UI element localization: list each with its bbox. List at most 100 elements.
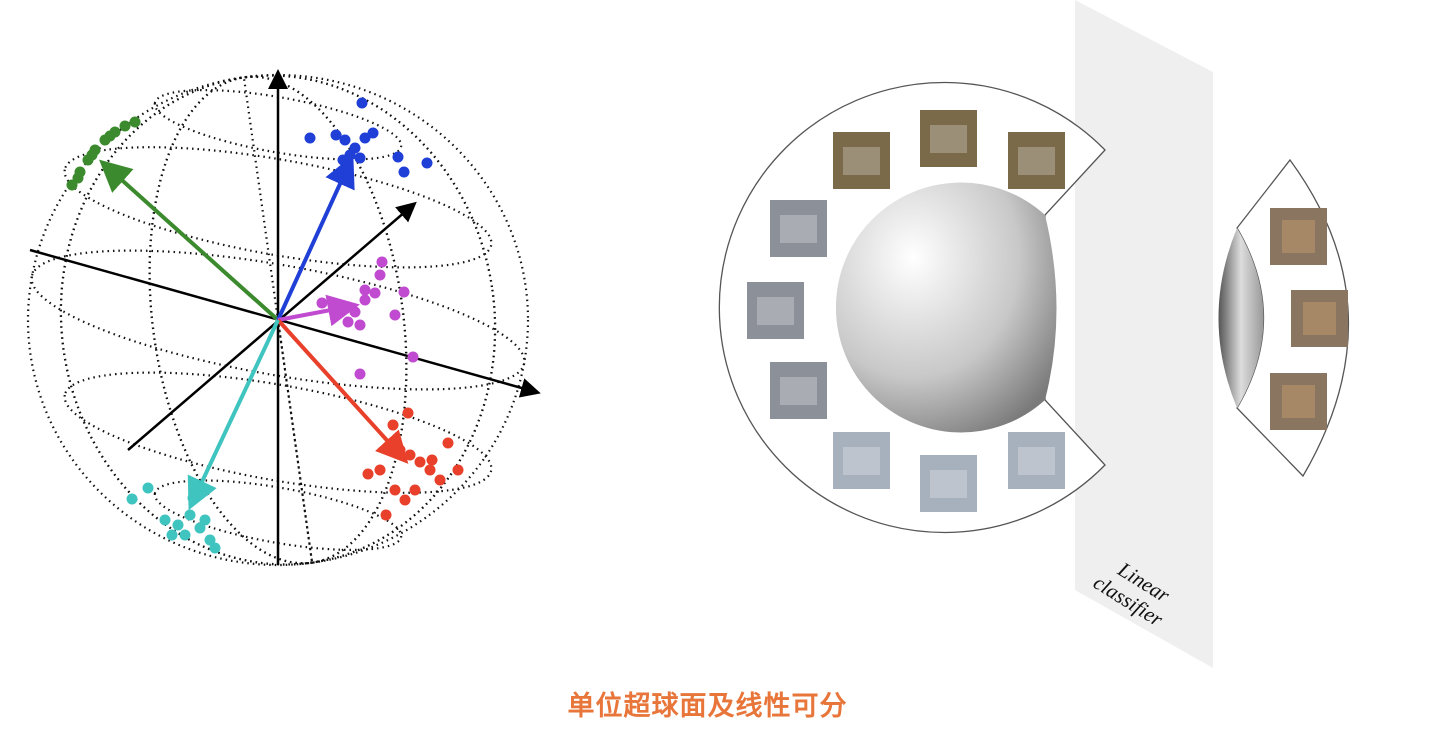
cyan-point xyxy=(142,482,154,494)
dog-image xyxy=(833,132,890,189)
cyan-point xyxy=(179,529,191,541)
dog-image-subject xyxy=(930,125,967,153)
unit-hypersphere xyxy=(835,182,1057,433)
cyan-point xyxy=(209,542,221,554)
blue-point xyxy=(342,162,354,174)
magenta-point xyxy=(354,368,366,380)
green-point xyxy=(86,149,98,161)
magenta-point xyxy=(369,287,381,299)
airplane-image xyxy=(920,455,977,512)
red-point xyxy=(414,456,426,468)
magenta-point xyxy=(376,256,388,268)
blue-point xyxy=(359,132,371,144)
cyan-point xyxy=(194,522,206,534)
green-point xyxy=(129,116,141,128)
blue-point xyxy=(337,154,349,166)
magenta-point xyxy=(354,319,366,331)
car-image-subject xyxy=(780,215,817,243)
airplane-image-subject xyxy=(930,470,967,498)
red-point xyxy=(426,454,438,466)
magenta-point xyxy=(374,269,386,281)
cyan-point xyxy=(204,534,216,546)
magenta-point xyxy=(359,284,371,296)
blue-point xyxy=(356,97,368,109)
blue-point xyxy=(421,157,433,169)
red-point xyxy=(404,449,416,461)
latitude-line xyxy=(153,88,403,161)
car-image-subject xyxy=(780,377,817,405)
red-point xyxy=(380,509,392,521)
cyan-vector xyxy=(187,319,280,511)
green-point xyxy=(104,130,116,142)
green-point xyxy=(72,172,84,184)
cyan-point xyxy=(126,493,138,505)
green-vector xyxy=(99,159,280,322)
magenta-point xyxy=(349,306,361,318)
red-point xyxy=(394,444,406,456)
blue-point xyxy=(304,132,316,144)
cyan-point xyxy=(172,519,184,531)
red-point xyxy=(409,484,421,496)
magenta-point xyxy=(327,298,339,310)
red-point xyxy=(362,468,374,480)
cat-image-subject xyxy=(1282,385,1315,418)
blue-point xyxy=(354,152,366,164)
car-image xyxy=(747,282,804,339)
blue-point xyxy=(367,127,379,139)
magenta-point xyxy=(407,351,419,363)
red-point xyxy=(374,464,386,476)
sphere-wireframe xyxy=(26,73,530,567)
linear-classifier-plane xyxy=(1075,0,1213,668)
cat-image xyxy=(1291,290,1348,347)
dog-image-subject xyxy=(1018,147,1055,175)
airplane-image-subject xyxy=(1018,447,1055,475)
blue-point xyxy=(330,129,342,141)
airplane-image xyxy=(833,432,890,489)
magenta-point xyxy=(359,294,371,306)
cyan-point xyxy=(184,509,196,521)
red-point xyxy=(389,484,401,496)
cyan-point xyxy=(166,529,178,541)
separated-cap xyxy=(1218,228,1264,408)
airplane-image xyxy=(1008,432,1065,489)
red-point xyxy=(387,419,399,431)
cyan-point xyxy=(199,514,211,526)
magenta-point xyxy=(398,286,410,298)
red-point xyxy=(452,464,464,476)
green-point xyxy=(119,120,131,132)
red-point xyxy=(442,437,454,449)
magenta-point xyxy=(389,309,401,321)
cat-image xyxy=(1270,373,1327,430)
blue-vector xyxy=(276,154,355,321)
airplane-image-subject xyxy=(843,447,880,475)
blue-point xyxy=(339,134,351,146)
red-point xyxy=(402,407,414,419)
red-vector xyxy=(276,318,409,464)
caption: 单位超球面及线性可分 xyxy=(567,691,848,722)
cat-image-subject xyxy=(1303,302,1336,335)
cat-image xyxy=(1270,208,1327,265)
magenta-point xyxy=(339,302,351,314)
blue-point xyxy=(398,166,410,178)
longitude-line xyxy=(59,74,497,566)
axis-depth xyxy=(127,201,417,451)
cat-image-subject xyxy=(1282,220,1315,253)
cyan-point xyxy=(187,492,199,504)
longitude-line xyxy=(148,75,408,565)
car-image-subject xyxy=(757,297,794,325)
dog-image xyxy=(920,110,977,167)
latitude-line xyxy=(153,479,403,552)
car-image xyxy=(770,200,827,257)
car-image xyxy=(770,362,827,419)
red-point xyxy=(399,494,411,506)
magenta-point xyxy=(342,316,354,328)
sphere-outline xyxy=(26,73,530,567)
red-point xyxy=(424,464,436,476)
magenta-point xyxy=(316,297,328,309)
blue-point xyxy=(392,151,404,163)
dog-image xyxy=(1008,132,1065,189)
cyan-point xyxy=(159,514,171,526)
red-point xyxy=(434,474,446,486)
dog-image-subject xyxy=(843,147,880,175)
